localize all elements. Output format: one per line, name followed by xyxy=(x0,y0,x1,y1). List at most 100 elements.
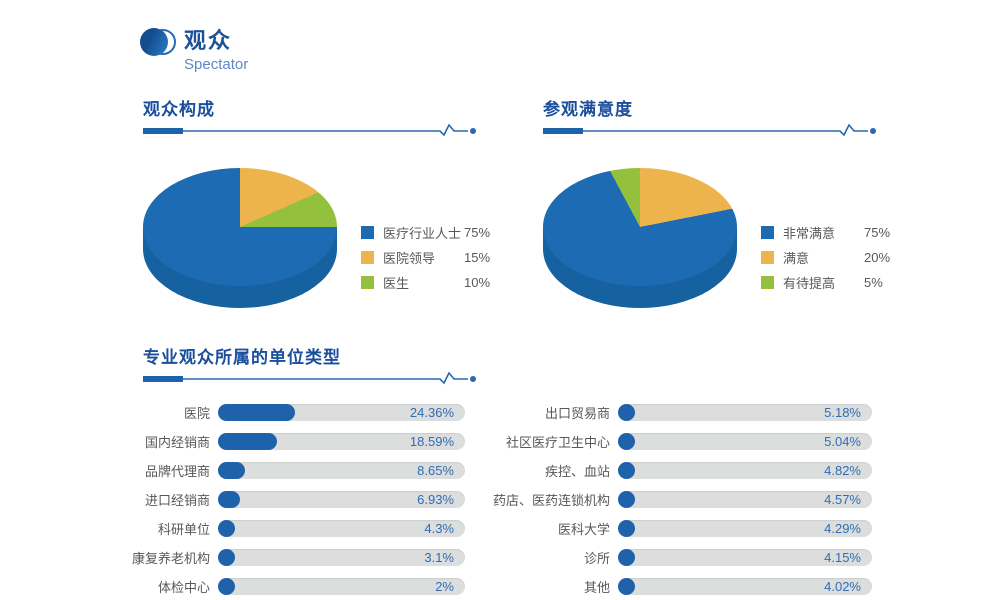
legend-label: 医生 xyxy=(383,276,410,291)
bar-label: 品牌代理商 xyxy=(144,464,210,479)
bar-fill xyxy=(618,491,635,508)
bar-label: 康复养老机构 xyxy=(131,551,210,566)
bar-value: 5.04% xyxy=(824,434,861,449)
satisfaction-pie-chart xyxy=(543,168,737,308)
bar-label: 医院 xyxy=(183,406,210,421)
legend-label: 满意 xyxy=(783,251,810,266)
pie-sections-row: 观众构成 医疗行业人士 75% 医院领导 15% 医生 10% 参观满意度 xyxy=(0,99,1000,308)
pie-top-surface xyxy=(543,168,737,286)
bar-row: 品牌代理商 8.65% xyxy=(130,462,465,479)
composition-pie-chart xyxy=(143,168,337,308)
bar-track: 4.02% xyxy=(618,578,872,595)
bar-row: 药店、医药连锁机构 4.57% xyxy=(490,491,872,508)
section-audience-composition: 观众构成 医疗行业人士 75% 医院领导 15% 医生 10% xyxy=(143,99,490,308)
bar-fill xyxy=(618,462,635,479)
bar-row: 其他 4.02% xyxy=(490,578,872,595)
bar-track: 24.36% xyxy=(218,404,465,421)
legend-item: 有待提高 5% xyxy=(761,270,890,295)
legend-swatch-icon xyxy=(361,251,374,264)
bar-track: 4.29% xyxy=(618,520,872,537)
page-subtitle: Spectator xyxy=(184,56,249,73)
legend-swatch-icon xyxy=(761,251,774,264)
pulse-divider-icon xyxy=(143,372,476,385)
bar-value: 4.29% xyxy=(824,521,861,536)
bar-label: 科研单位 xyxy=(157,522,210,537)
legend-item: 非常满意 75% xyxy=(761,220,890,245)
bar-track: 4.82% xyxy=(618,462,872,479)
bar-row: 社区医疗卫生中心 5.04% xyxy=(490,433,872,450)
bar-row: 医科大学 4.29% xyxy=(490,520,872,537)
bar-row: 出口贸易商 5.18% xyxy=(490,404,872,421)
legend-value: 75% xyxy=(864,225,891,240)
bar-value: 5.18% xyxy=(824,405,861,420)
legend-value: 10% xyxy=(464,275,491,290)
bar-row: 康复养老机构 3.1% xyxy=(130,549,465,566)
page-title: 观众 xyxy=(184,28,233,53)
bar-value: 24.36% xyxy=(409,405,454,420)
legend-label: 医院领导 xyxy=(383,251,436,266)
bar-fill xyxy=(218,462,245,479)
composition-legend: 医疗行业人士 75% 医院领导 15% 医生 10% xyxy=(361,220,490,308)
bar-track: 3.1% xyxy=(218,549,465,566)
legend-label: 医疗行业人士 xyxy=(383,226,462,241)
bar-label: 疾控、血站 xyxy=(544,464,610,479)
pie-top-surface xyxy=(143,168,337,286)
bar-value: 4.57% xyxy=(824,492,861,507)
legend-swatch-icon xyxy=(361,226,374,239)
legend-item: 医院领导 15% xyxy=(361,245,490,270)
legend-value: 75% xyxy=(464,225,491,240)
pulse-divider-icon xyxy=(143,124,476,137)
bar-value: 3.1% xyxy=(424,550,454,565)
bar-label: 其他 xyxy=(583,580,610,595)
legend-item: 医生 10% xyxy=(361,270,490,295)
bar-value: 8.65% xyxy=(417,463,454,478)
satisfaction-legend: 非常满意 75% 满意 20% 有待提高 5% xyxy=(761,220,890,308)
bar-label: 出口贸易商 xyxy=(544,406,610,421)
bar-row: 疾控、血站 4.82% xyxy=(490,462,872,479)
bar-value: 2% xyxy=(435,579,454,594)
bar-track: 4.57% xyxy=(618,491,872,508)
bar-track: 6.93% xyxy=(218,491,465,508)
bar-value: 4.02% xyxy=(824,579,861,594)
legend-swatch-icon xyxy=(761,226,774,239)
legend-value: 15% xyxy=(464,250,491,265)
bar-value: 4.3% xyxy=(424,521,454,536)
bar-row: 国内经销商 18.59% xyxy=(130,433,465,450)
bar-label: 药店、医药连锁机构 xyxy=(492,493,610,508)
pulse-divider-icon xyxy=(543,124,876,137)
legend-label: 有待提高 xyxy=(783,276,836,291)
bar-label: 进口经销商 xyxy=(144,493,210,508)
bar-fill xyxy=(218,578,235,595)
bar-row: 科研单位 4.3% xyxy=(130,520,465,537)
page-header: 观众 Spectator xyxy=(0,0,1000,73)
bar-fill xyxy=(218,520,235,537)
bar-row: 诊所 4.15% xyxy=(490,549,872,566)
composition-pie-area: 医疗行业人士 75% 医院领导 15% 医生 10% xyxy=(143,168,490,308)
bar-track: 4.15% xyxy=(618,549,872,566)
section-title: 参观满意度 xyxy=(543,100,633,119)
bar-value: 6.93% xyxy=(417,492,454,507)
bar-fill xyxy=(618,549,635,566)
bar-value: 4.82% xyxy=(824,463,861,478)
unit-types-bars: 医院 24.36% 国内经销商 18.59% 品牌代理商 8.65% 进口经销商 6.93% 科… xyxy=(0,404,1000,600)
section-unit-types: 专业观众所属的单位类型 医院 24.36% 国内经销商 18.59% 品牌代理商 8.65… xyxy=(0,347,1000,600)
bar-fill xyxy=(218,433,277,450)
bar-fill xyxy=(618,578,635,595)
bar-track: 5.18% xyxy=(618,404,872,421)
bar-label: 体检中心 xyxy=(157,580,210,595)
bar-column-right: 出口贸易商 5.18% 社区医疗卫生中心 5.04% 疾控、血站 4.82% 药店、医药连锁… xyxy=(490,404,872,600)
bar-row: 医院 24.36% xyxy=(130,404,465,421)
bar-track: 2% xyxy=(218,578,465,595)
section-title: 专业观众所属的单位类型 xyxy=(143,348,341,367)
legend-swatch-icon xyxy=(761,276,774,289)
bar-label: 国内经销商 xyxy=(144,435,210,450)
bar-fill xyxy=(618,404,635,421)
bar-row: 进口经销商 6.93% xyxy=(130,491,465,508)
legend-value: 5% xyxy=(864,275,883,290)
bar-track: 8.65% xyxy=(218,462,465,479)
circle-filled-icon xyxy=(140,28,168,56)
satisfaction-pie-area: 非常满意 75% 满意 20% 有待提高 5% xyxy=(543,168,890,308)
bar-label: 社区医疗卫生中心 xyxy=(505,435,610,450)
section-visit-satisfaction: 参观满意度 非常满意 75% 满意 20% 有待提高 5% xyxy=(543,99,890,308)
legend-item: 满意 20% xyxy=(761,245,890,270)
